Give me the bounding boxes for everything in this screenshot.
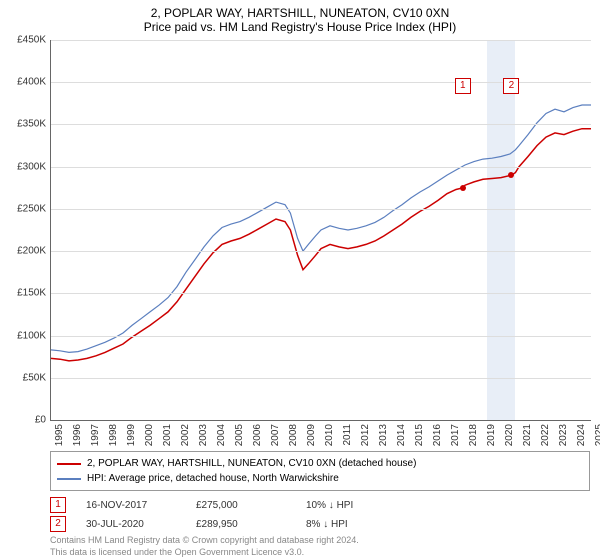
x-axis-label: 1999 xyxy=(126,424,137,446)
x-axis-label: 2017 xyxy=(450,424,461,446)
series-hpi xyxy=(51,105,591,352)
x-axis-label: 1995 xyxy=(54,424,65,446)
chart-area: £0£50K£100K£150K£200K£250K£300K£350K£400… xyxy=(50,40,590,421)
gridline-h xyxy=(51,378,591,379)
gridline-h xyxy=(51,251,591,252)
legend-item: HPI: Average price, detached house, Nort… xyxy=(57,471,583,486)
gridline-h xyxy=(51,167,591,168)
x-axis-label: 2015 xyxy=(414,424,425,446)
sales-date: 16-NOV-2017 xyxy=(86,500,176,511)
y-axis-label: £350K xyxy=(17,119,46,130)
legend-box: 2, POPLAR WAY, HARTSHILL, NUNEATON, CV10… xyxy=(50,451,590,491)
sale-marker xyxy=(460,185,466,191)
legend-swatch xyxy=(57,478,81,480)
y-axis-label: £300K xyxy=(17,161,46,172)
x-axis-label: 2012 xyxy=(360,424,371,446)
x-axis-label: 2005 xyxy=(234,424,245,446)
plot-region: £0£50K£100K£150K£200K£250K£300K£350K£400… xyxy=(50,40,591,421)
gridline-h xyxy=(51,293,591,294)
x-axis-label: 2025 xyxy=(594,424,600,446)
y-axis-label: £450K xyxy=(17,35,46,46)
legend-label: 2, POPLAR WAY, HARTSHILL, NUNEATON, CV10… xyxy=(87,456,416,471)
x-axis-label: 2013 xyxy=(378,424,389,446)
x-axis-label: 2000 xyxy=(144,424,155,446)
x-axis-label: 1998 xyxy=(108,424,119,446)
gridline-h xyxy=(51,124,591,125)
legend-label: HPI: Average price, detached house, Nort… xyxy=(87,471,339,486)
x-axis-label: 2011 xyxy=(342,424,353,446)
y-axis-label: £0 xyxy=(35,415,46,426)
sales-price: £289,950 xyxy=(196,519,286,530)
gridline-h xyxy=(51,209,591,210)
x-axis-label: 2014 xyxy=(396,424,407,446)
y-axis-label: £400K xyxy=(17,77,46,88)
sales-flag: 1 xyxy=(50,497,66,513)
y-axis-label: £50K xyxy=(23,372,46,383)
y-axis-label: £100K xyxy=(17,330,46,341)
x-axis-label: 2018 xyxy=(468,424,479,446)
x-axis-label: 2021 xyxy=(522,424,533,446)
footer: Contains HM Land Registry data © Crown c… xyxy=(50,535,590,558)
legend-swatch xyxy=(57,463,81,465)
gridline-h xyxy=(51,40,591,41)
y-axis-label: £250K xyxy=(17,203,46,214)
x-axis-label: 2016 xyxy=(432,424,443,446)
x-axis-label: 2009 xyxy=(306,424,317,446)
x-axis-label: 2023 xyxy=(558,424,569,446)
sales-price: £275,000 xyxy=(196,500,286,511)
chart-lines-svg xyxy=(51,40,591,420)
x-axis-label: 2007 xyxy=(270,424,281,446)
x-axis-label: 2002 xyxy=(180,424,191,446)
page-title-2: Price paid vs. HM Land Registry's House … xyxy=(0,20,600,34)
sales-date: 30-JUL-2020 xyxy=(86,519,176,530)
x-axis-label: 2001 xyxy=(162,424,173,446)
sale-flag: 2 xyxy=(503,78,519,94)
footer-line-2: This data is licensed under the Open Gov… xyxy=(50,547,590,559)
sales-table: 1 16-NOV-2017 £275,000 10% ↓ HPI 2 30-JUL-202… xyxy=(50,497,590,532)
sales-diff: 10% ↓ HPI xyxy=(306,500,396,511)
sales-diff: 8% ↓ HPI xyxy=(306,519,396,530)
x-axis-label: 2020 xyxy=(504,424,515,446)
gridline-h xyxy=(51,336,591,337)
x-axis-label: 2024 xyxy=(576,424,587,446)
x-axis-label: 2022 xyxy=(540,424,551,446)
sales-flag: 2 xyxy=(50,516,66,532)
x-axis-label: 1996 xyxy=(72,424,83,446)
x-axis-label: 2010 xyxy=(324,424,335,446)
sales-row: 2 30-JUL-2020 £289,950 8% ↓ HPI xyxy=(50,516,590,532)
sale-marker xyxy=(508,172,514,178)
sales-row: 1 16-NOV-2017 £275,000 10% ↓ HPI xyxy=(50,497,590,513)
x-axis-label: 2008 xyxy=(288,424,299,446)
footer-line-1: Contains HM Land Registry data © Crown c… xyxy=(50,535,590,547)
x-axis-label: 2003 xyxy=(198,424,209,446)
y-axis-label: £200K xyxy=(17,246,46,257)
x-axis-label: 2006 xyxy=(252,424,263,446)
x-axis-label: 1997 xyxy=(90,424,101,446)
sale-flag: 1 xyxy=(455,78,471,94)
y-axis-label: £150K xyxy=(17,288,46,299)
x-axis-label: 2019 xyxy=(486,424,497,446)
page-title-1: 2, POPLAR WAY, HARTSHILL, NUNEATON, CV10… xyxy=(0,0,600,20)
legend-item: 2, POPLAR WAY, HARTSHILL, NUNEATON, CV10… xyxy=(57,456,583,471)
x-axis-label: 2004 xyxy=(216,424,227,446)
